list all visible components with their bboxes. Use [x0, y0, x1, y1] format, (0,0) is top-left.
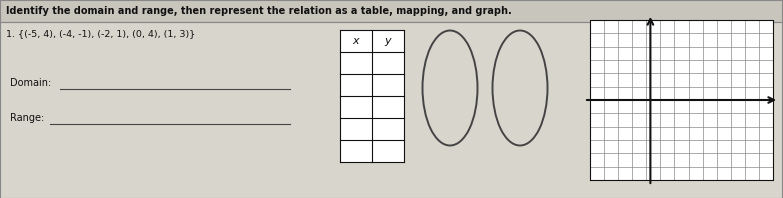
- Bar: [340, 30, 404, 162]
- Text: Domain:: Domain:: [10, 78, 51, 88]
- Text: Range:: Range:: [10, 113, 45, 123]
- Bar: [0, 0, 783, 22]
- Text: Identify the domain and range, then represent the relation as a table, mapping, : Identify the domain and range, then repr…: [6, 6, 512, 16]
- Text: y: y: [384, 36, 392, 46]
- Bar: [590, 20, 773, 180]
- Ellipse shape: [493, 30, 547, 146]
- Text: x: x: [352, 36, 359, 46]
- Text: 1. {(-5, 4), (-4, -1), (-2, 1), (0, 4), (1, 3)}: 1. {(-5, 4), (-4, -1), (-2, 1), (0, 4), …: [6, 29, 195, 38]
- Ellipse shape: [423, 30, 478, 146]
